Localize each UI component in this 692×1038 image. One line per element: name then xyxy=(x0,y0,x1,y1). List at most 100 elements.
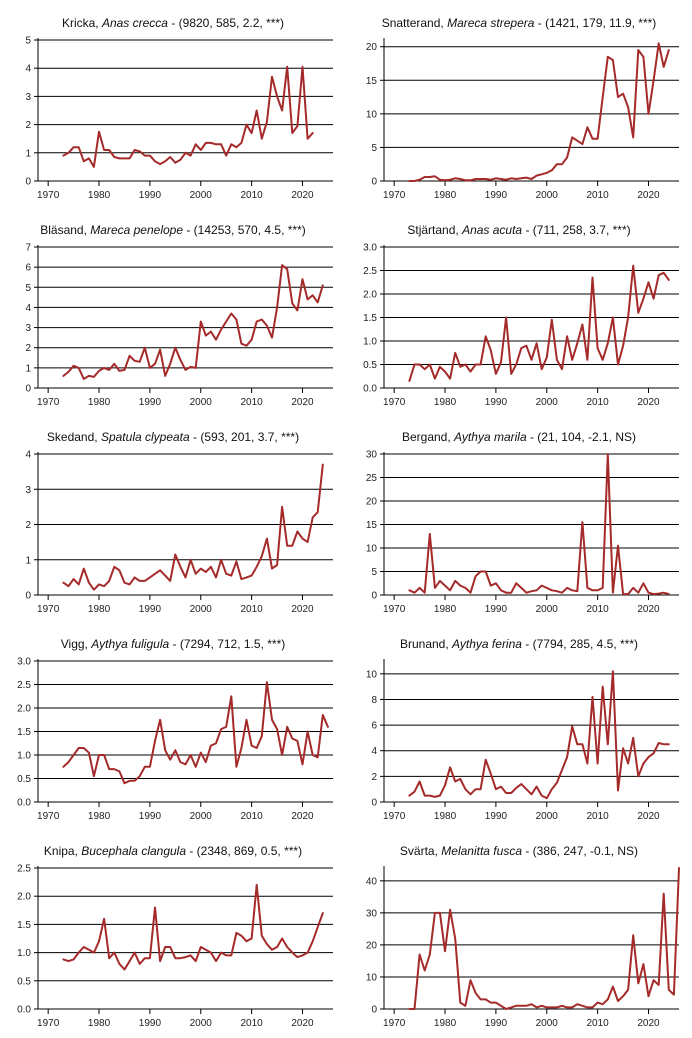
species-common-name: Bergand xyxy=(401,430,448,444)
x-tick-label: 1970 xyxy=(37,1018,60,1029)
y-tick-label: 0 xyxy=(371,1005,377,1016)
y-tick-label: 5 xyxy=(25,36,31,47)
species-stats: - (7794, 285, 4.5, ***) xyxy=(521,637,639,651)
y-tick-label: 2 xyxy=(371,772,377,783)
y-tick-label: 7 xyxy=(25,243,31,254)
x-tick-label: 2010 xyxy=(586,1018,609,1029)
title-separator: , xyxy=(455,223,463,237)
y-tick-label: 2.5 xyxy=(17,864,31,875)
y-tick-label: 25 xyxy=(366,473,378,484)
x-tick-label: 1980 xyxy=(434,397,457,408)
x-tick-label: 2020 xyxy=(637,397,660,408)
species-stats: - (7294, 712, 1.5, ***) xyxy=(169,637,286,651)
x-tick-label: 1970 xyxy=(383,604,406,615)
y-tick-label: 0.0 xyxy=(17,1005,31,1016)
chart-title: Kricka, Anas crecca - (9820, 585, 2.2, *… xyxy=(0,16,346,30)
chart-svg: 0 1 2 3 4 5 1970 1980 1990 2000 2010 2020 xyxy=(25,36,333,201)
species-latin-name: Anas acuta xyxy=(462,223,523,237)
y-tick-label: 20 xyxy=(366,42,378,53)
chart-title: Svärta, Melanitta fusca - (386, 247, -0.… xyxy=(346,844,692,858)
chart-svg: 0 5 10 15 20 25 30 1970 1980 1990 2000 2010 2020 xyxy=(366,450,679,615)
x-tick-label: 1980 xyxy=(88,1018,111,1029)
x-tick-label: 2000 xyxy=(190,190,213,201)
series-line xyxy=(62,463,324,591)
series-line xyxy=(408,867,680,1010)
y-tick-label: 6 xyxy=(25,263,31,274)
chart-svg: 0 1 2 3 4 1970 1980 1990 2000 2010 2020 xyxy=(25,450,333,615)
title-separator: , xyxy=(84,637,92,651)
y-tick-label: 4 xyxy=(25,450,31,461)
title-separator: , xyxy=(74,844,82,858)
y-tick-label: 10 xyxy=(366,109,378,120)
y-tick-label: 10 xyxy=(366,669,378,680)
chart-panel: Skedand, Spatula clypeata - (593, 201, 3… xyxy=(0,414,346,621)
y-tick-label: 3.0 xyxy=(363,243,377,254)
species-stats: - (21, 104, -2.1, NS) xyxy=(526,430,637,444)
y-tick-label: 20 xyxy=(366,497,378,508)
species-common-name: Stjärtand xyxy=(407,223,456,237)
y-tick-label: 3.0 xyxy=(17,657,31,668)
x-tick-label: 1980 xyxy=(88,190,111,201)
species-latin-name: Spatula clypeata xyxy=(100,430,190,444)
chart-title: Vigg, Aythya fuligula - (7294, 712, 1.5,… xyxy=(0,637,346,651)
x-tick-label: 1990 xyxy=(139,1018,162,1029)
chart-svg: 0.0 0.5 1.0 1.5 2.0 2.5 3.0 1970 1980 1990 2000 201… xyxy=(363,243,679,408)
x-tick-label: 2000 xyxy=(190,811,213,822)
x-tick-label: 1980 xyxy=(434,1018,457,1029)
chart-panel: Kricka, Anas crecca - (9820, 585, 2.2, *… xyxy=(0,0,346,207)
species-common-name: Brunand xyxy=(399,637,446,651)
x-tick-label: 2010 xyxy=(586,811,609,822)
y-tick-label: 1.0 xyxy=(17,948,31,959)
x-tick-label: 1970 xyxy=(37,190,60,201)
y-tick-label: 2.0 xyxy=(363,290,377,301)
x-tick-label: 2020 xyxy=(637,190,660,201)
y-tick-label: 40 xyxy=(366,876,378,887)
species-latin-name: Melanitta fusca xyxy=(441,844,522,858)
y-tick-label: 6 xyxy=(371,721,377,732)
x-tick-label: 2010 xyxy=(240,1018,263,1029)
x-tick-label: 1970 xyxy=(383,1018,406,1029)
x-tick-label: 1980 xyxy=(434,190,457,201)
x-tick-label: 2020 xyxy=(291,811,314,822)
species-common-name: Snatterand xyxy=(381,16,441,30)
x-tick-label: 1990 xyxy=(485,397,508,408)
y-tick-label: 2.5 xyxy=(363,266,377,277)
y-tick-label: 2 xyxy=(25,120,31,131)
chart-title: Bläsand, Mareca penelope - (14253, 570, … xyxy=(0,223,346,237)
y-tick-label: 1 xyxy=(25,148,31,159)
x-tick-label: 2010 xyxy=(240,397,263,408)
x-tick-label: 1990 xyxy=(485,604,508,615)
y-tick-label: 0 xyxy=(371,798,377,809)
chart-svg: 0 2 4 6 8 10 1970 1980 1990 2000 2010 2020 xyxy=(366,659,679,822)
title-separator: , xyxy=(95,16,102,30)
chart-svg: 0.0 0.5 1.0 1.5 2.0 2.5 1970 1980 1990 2000 2010 20… xyxy=(17,864,333,1029)
y-tick-label: 1.5 xyxy=(17,920,31,931)
x-tick-label: 2000 xyxy=(190,397,213,408)
chart-title: Bergand, Aythya marila - (21, 104, -2.1,… xyxy=(346,430,692,444)
x-tick-label: 1970 xyxy=(383,811,406,822)
x-tick-label: 2020 xyxy=(291,190,314,201)
x-tick-label: 2020 xyxy=(637,1018,660,1029)
chart-title: Brunand, Aythya ferina - (7794, 285, 4.5… xyxy=(346,637,692,651)
y-tick-label: 0 xyxy=(25,591,31,602)
x-tick-label: 2010 xyxy=(586,604,609,615)
x-tick-label: 1990 xyxy=(485,1018,508,1029)
chart-title: Stjärtand, Anas acuta - (711, 258, 3.7, … xyxy=(346,223,692,237)
species-latin-name: Mareca strepera xyxy=(447,16,535,30)
species-stats: - (1421, 179, 11.9, ***) xyxy=(534,16,657,30)
species-stats: - (14253, 570, 4.5, ***) xyxy=(183,223,306,237)
y-tick-label: 1 xyxy=(25,363,31,374)
title-separator: , xyxy=(440,16,448,30)
x-tick-label: 1980 xyxy=(434,811,457,822)
y-tick-label: 2 xyxy=(25,520,31,531)
x-tick-label: 2020 xyxy=(291,604,314,615)
species-common-name: Svärta xyxy=(399,844,435,858)
x-tick-label: 1990 xyxy=(139,190,162,201)
x-tick-label: 2000 xyxy=(536,604,559,615)
species-stats: - (386, 247, -0.1, NS) xyxy=(522,844,639,858)
y-tick-label: 1.5 xyxy=(363,313,377,324)
x-tick-label: 1980 xyxy=(88,604,111,615)
y-tick-label: 5 xyxy=(371,567,377,578)
x-tick-label: 1970 xyxy=(37,604,60,615)
